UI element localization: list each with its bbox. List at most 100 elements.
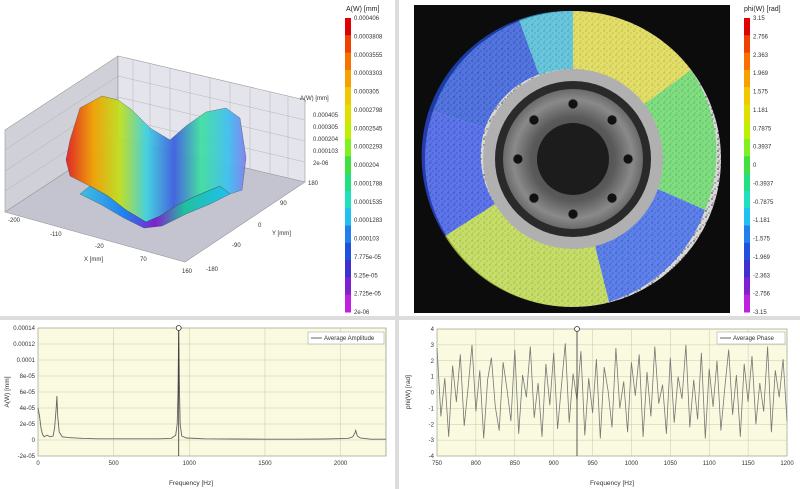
colorbar-tick-label: 1.181: [753, 108, 769, 114]
y-axis: 180 90 0 -90 -180 Y [mm]: [206, 181, 319, 273]
disc-image-panel[interactable]: phi(W) [rad] 3.15 2.756 2.363 1.969 1.575 1.1…: [399, 0, 800, 316]
phase-colorbar-title: phi(W) [rad]: [744, 6, 781, 13]
x-tick-label: 950: [588, 461, 599, 467]
brake-disc-image: [414, 5, 800, 316]
colorbar-segment: [744, 18, 750, 36]
y-tick-label: 0.00014: [13, 326, 35, 332]
y-tick-label: 6e-05: [20, 390, 36, 396]
colorbar-segment: [345, 156, 351, 175]
colorbar-tick-label: 0.0001788: [354, 181, 383, 187]
colorbar-tick-label: -1.969: [753, 255, 771, 261]
surface-3d-plot[interactable]: A(W) [mm] 0.000405 0.000305 0.000204 0.0…: [0, 0, 393, 316]
z-axis-label: A(W) [mm]: [300, 96, 329, 102]
y-tick-label: 8e-05: [20, 374, 36, 380]
y-tick-label: -1: [429, 406, 435, 412]
amplitude-cursor-handle[interactable]: [175, 325, 182, 331]
phase-cursor-handle[interactable]: [574, 326, 580, 332]
phase-y-label: phi(W) [rad]: [405, 375, 412, 409]
y-tick-label: 0.0001: [17, 358, 36, 364]
svg-text:0.000405: 0.000405: [313, 113, 339, 119]
phase-colorbar: phi(W) [rad] 3.15 2.756 2.363 1.969 1.575 1.1…: [744, 6, 781, 316]
phase-chart[interactable]: 750 800 850 900 950 1000 1050 1100 1150 1200 4 3 2 1…: [399, 320, 800, 489]
colorbar-segment: [345, 242, 351, 261]
x-tick-label: 0: [36, 461, 40, 467]
x-axis: -200 -110 -20 70 160 X [mm]: [8, 218, 193, 275]
y-tick-label: 3: [431, 343, 435, 349]
colorbar-segment: [744, 277, 750, 296]
colorbar-tick-label: 2e-06: [354, 310, 370, 316]
colorbar-tick-label: 0.7875: [753, 126, 772, 132]
svg-text:-200: -200: [8, 218, 21, 224]
colorbar-segment: [744, 260, 750, 278]
amplitude-colorbar: A(W) [mm] 0.000406 0.0003808 0.0003555 0.00…: [345, 6, 383, 316]
colorbar-segment: [345, 277, 351, 296]
colorbar-tick-label: 2.363: [753, 53, 769, 59]
x-tick-label: 1000: [183, 461, 197, 467]
y-tick-label: 2: [431, 359, 435, 365]
amplitude-legend-label: Average Amplitude: [324, 336, 375, 342]
colorbar-segment: [744, 208, 750, 227]
colorbar-segment: [345, 208, 351, 227]
svg-text:90: 90: [280, 201, 287, 207]
svg-text:0.000103: 0.000103: [313, 149, 339, 155]
svg-text:180: 180: [308, 181, 319, 187]
phase-legend-label: Average Phase: [733, 336, 775, 342]
amplitude-y-label: A(W) [mm]: [4, 376, 11, 407]
colorbar-tick-label: 0.0002798: [354, 108, 383, 114]
x-tick-label: 1150: [742, 461, 756, 467]
x-tick-label: 750: [432, 461, 443, 467]
colorbar-tick-label: 7.775e-05: [354, 255, 382, 261]
colorbar-segment: [744, 294, 750, 313]
colorbar-segment: [744, 104, 750, 123]
hub-bolt-holes: [512, 98, 634, 220]
svg-text:-20: -20: [95, 244, 104, 250]
colorbar-tick-label: 0.3937: [753, 145, 772, 151]
x-tick-label: 850: [510, 461, 521, 467]
amplitude-x-label: Frequency [Hz]: [169, 480, 213, 487]
amplitude-chart-panel[interactable]: 0 500 1000 1500 2000 0.00014 0.00012 0.0001 8e-…: [0, 320, 395, 489]
svg-text:-180: -180: [206, 267, 219, 273]
x-tick-label: 800: [471, 461, 482, 467]
colorbar-segment: [744, 69, 750, 88]
colorbar-tick-label: 1.969: [753, 71, 769, 77]
svg-text:0.000305: 0.000305: [313, 125, 339, 131]
phase-x-ticks: 750 800 850 900 950 1000 1050 1100 1150 1200: [432, 461, 794, 467]
x-axis-label: X [mm]: [84, 257, 103, 263]
surface-3d-panel[interactable]: A(W) [mm] 0.000405 0.000305 0.000204 0.0…: [0, 0, 393, 316]
y-tick-label: -3: [429, 438, 435, 444]
svg-text:70: 70: [140, 257, 147, 263]
colorbar-segment: [744, 87, 750, 105]
colorbar-tick-label: 1.575: [753, 90, 769, 96]
y-tick-label: 0.00012: [13, 342, 35, 348]
amplitude-series-line: [37, 329, 386, 440]
svg-text:2e-06: 2e-06: [313, 161, 329, 167]
colorbar-tick-label: 2.725e-05: [354, 292, 382, 298]
y-tick-label: 2e-05: [20, 422, 36, 428]
colorbar-tick-label: 5.25e-05: [354, 273, 378, 279]
colorbar-tick-label: -1.575: [753, 237, 771, 243]
colorbar-tick-label: 0.0001535: [354, 200, 383, 206]
surface-ring-lower: [79, 185, 231, 229]
colorbar-segment: [345, 104, 351, 123]
amplitude-chart[interactable]: 0 500 1000 1500 2000 0.00014 0.00012 0.0001 8e-…: [0, 320, 395, 489]
colorbar-tick-label: 3.15: [753, 16, 765, 22]
x-tick-label: 500: [109, 461, 120, 467]
phase-legend: Average Phase: [716, 331, 786, 345]
amplitude-grid: [37, 327, 386, 457]
colorbar-tick-label: 2.756: [753, 34, 769, 40]
amplitude-colorbar-panel: A(W) [mm] 0.000406 0.0003808 0.0003555 0.00…: [340, 0, 395, 316]
z-axis: A(W) [mm] 0.000405 0.000305 0.000204 0.0…: [300, 96, 339, 167]
colorbar-segment: [345, 173, 351, 192]
colorbar-segment: [345, 87, 351, 105]
y-tick-label: 1: [431, 375, 435, 381]
phase-chart-panel[interactable]: 750 800 850 900 950 1000 1050 1100 1150 1200 4 3 2 1…: [399, 320, 800, 489]
colorbar-tick-label: -2.363: [753, 273, 771, 279]
x-tick-label: 1000: [625, 461, 639, 467]
colorbar-segment: [744, 225, 750, 244]
colorbar-segment: [744, 242, 750, 261]
svg-text:-90: -90: [232, 243, 241, 249]
colorbar-tick-label: 0.0002293: [354, 145, 383, 151]
y-tick-label: -2: [429, 422, 435, 428]
colorbar-tick-label: 0.0002545: [354, 126, 383, 132]
colorbar-tick-label: 0.000103: [354, 237, 380, 243]
